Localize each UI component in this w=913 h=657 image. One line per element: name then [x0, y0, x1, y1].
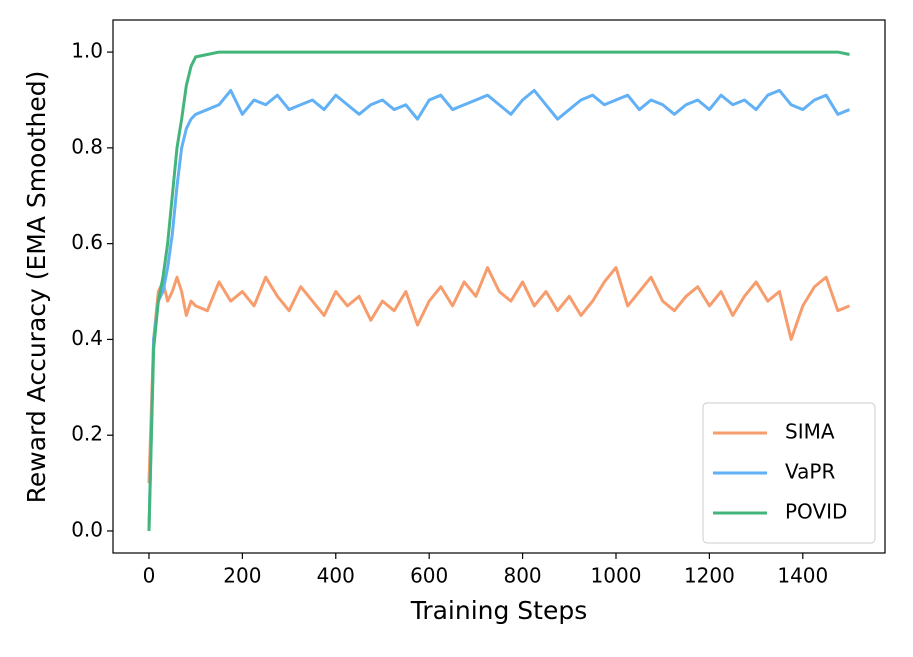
- y-axis-title: Reward Accuracy (EMA Smoothed): [22, 71, 51, 504]
- legend-label: SIMA: [785, 420, 835, 444]
- y-tick-label: 0.2: [71, 422, 103, 446]
- line-series: [147, 50, 850, 532]
- legend-label: VaPR: [785, 460, 835, 484]
- x-tick-label: 400: [317, 564, 355, 588]
- line-series: [147, 266, 851, 484]
- x-tick-label: 1400: [777, 564, 828, 588]
- x-axis-title: Training Steps: [410, 596, 588, 625]
- line-series: [147, 88, 851, 532]
- y-tick-label: 1.0: [71, 39, 103, 63]
- x-tick-label: 0: [143, 564, 156, 588]
- legend-box: [702, 402, 876, 544]
- legend: SIMA VaPR POVID: [702, 402, 876, 544]
- x-tick-label: 800: [503, 564, 541, 588]
- x-tick-label: 600: [410, 564, 448, 588]
- x-tick-label: 1200: [684, 564, 735, 588]
- x-tick-label: 200: [223, 564, 261, 588]
- legend-label: POVID: [785, 500, 847, 524]
- y-tick-label: 0.4: [71, 326, 103, 350]
- plot-frame: [112, 19, 886, 554]
- x-tick-label: 1000: [591, 564, 642, 588]
- y-tick-label: 0.0: [71, 517, 103, 541]
- y-tick-label: 0.8: [71, 134, 103, 158]
- y-tick-label: 0.6: [71, 230, 103, 254]
